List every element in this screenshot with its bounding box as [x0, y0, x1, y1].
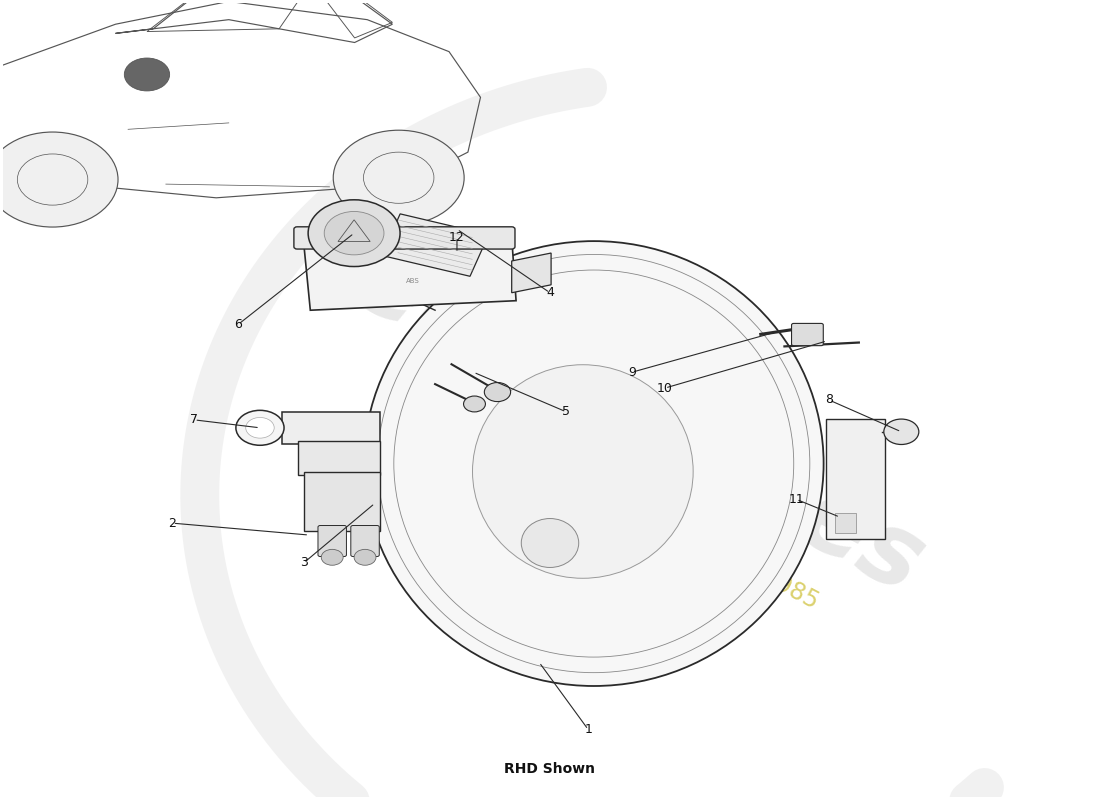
- Circle shape: [308, 200, 400, 266]
- Text: 2: 2: [168, 517, 176, 530]
- Circle shape: [245, 418, 274, 438]
- Text: 1: 1: [584, 723, 592, 736]
- Circle shape: [235, 410, 284, 446]
- Text: 9: 9: [628, 366, 636, 378]
- Polygon shape: [304, 237, 516, 310]
- Circle shape: [0, 132, 118, 227]
- Text: 10: 10: [657, 382, 673, 394]
- Polygon shape: [282, 412, 381, 444]
- Text: 8: 8: [825, 394, 833, 406]
- Polygon shape: [835, 514, 857, 533]
- Text: 5: 5: [562, 406, 571, 418]
- Polygon shape: [512, 253, 551, 293]
- Circle shape: [333, 130, 464, 226]
- FancyBboxPatch shape: [294, 227, 515, 249]
- Circle shape: [324, 211, 384, 255]
- Circle shape: [883, 419, 918, 445]
- FancyBboxPatch shape: [351, 526, 380, 557]
- Circle shape: [354, 550, 376, 566]
- Circle shape: [321, 550, 343, 566]
- Circle shape: [124, 58, 169, 91]
- Ellipse shape: [364, 241, 824, 686]
- Polygon shape: [298, 442, 381, 475]
- Text: RHD Shown: RHD Shown: [505, 762, 595, 777]
- FancyBboxPatch shape: [318, 526, 346, 557]
- FancyBboxPatch shape: [792, 323, 823, 346]
- Text: eurospares: eurospares: [336, 233, 939, 615]
- Text: 3: 3: [300, 556, 308, 570]
- Text: 4: 4: [546, 286, 554, 299]
- Text: 7: 7: [190, 414, 198, 426]
- Text: 11: 11: [789, 493, 804, 506]
- Polygon shape: [382, 214, 488, 276]
- Text: 12: 12: [449, 230, 465, 244]
- Text: 6: 6: [234, 318, 242, 331]
- Ellipse shape: [473, 365, 693, 578]
- Circle shape: [484, 382, 510, 402]
- Circle shape: [463, 396, 485, 412]
- Text: ABS: ABS: [406, 278, 420, 284]
- FancyBboxPatch shape: [826, 419, 884, 539]
- Text: a passion for parts since 1985: a passion for parts since 1985: [496, 425, 823, 614]
- Ellipse shape: [521, 518, 579, 567]
- Polygon shape: [304, 471, 381, 531]
